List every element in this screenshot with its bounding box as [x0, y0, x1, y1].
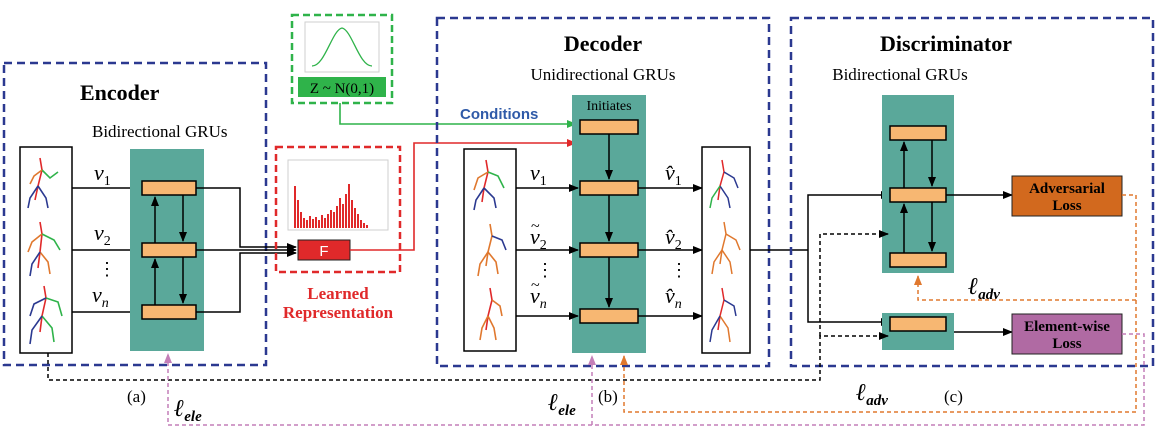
f-block-label: F [319, 243, 328, 260]
decoder-output-skeleton-box [701, 146, 751, 354]
noise-to-decoder-arrow [339, 103, 577, 128]
encoder-frame [2, 61, 268, 367]
discriminator-subtitle: Bidirectional GRUs [832, 65, 968, 84]
decoder-gru-cell-1 [579, 180, 639, 196]
noise-label: Z ~ N(0,1) [310, 81, 374, 97]
discriminator-elementwise-cell [889, 316, 947, 332]
decoder-subtitle: Unidirectional GRUs [531, 65, 676, 84]
histogram-bars [294, 184, 368, 228]
encoder-input-vn: vn [92, 282, 109, 311]
initiates-label: Initiates [586, 99, 631, 114]
learned-caption-line1: Learned [307, 284, 369, 303]
encoder-caption: (a) [127, 387, 146, 406]
decoder-caption: (b) [598, 387, 618, 406]
encoder-gru-cell-1 [141, 180, 197, 196]
noise-label-bg [298, 77, 386, 97]
encoder-skeleton-pose-1 [27, 157, 59, 209]
noise-frame [290, 13, 394, 105]
decoder-gru-cell-2 [579, 242, 639, 258]
decoder-input-skeleton-pose-2 [477, 223, 507, 277]
encoder-module: Encoder Bidirectional GRUs v1 v2 [2, 61, 297, 406]
decoder-input-vn-tilde: ~ [531, 277, 540, 294]
discriminator-gru-column [882, 95, 954, 273]
decoder-input-v2: v2 [530, 224, 547, 253]
ground-truth-dashed-path-2 [819, 230, 889, 336]
discriminator-gru-cell-3 [889, 252, 947, 268]
discriminator-gru-cell-2 [889, 187, 947, 203]
learned-frame [274, 145, 402, 274]
encoder-input-v2: v2 [94, 220, 111, 249]
decoder-input-v2-tilde: ~ [531, 218, 540, 235]
decoder-adv-loss-symbol: ℓadv [856, 380, 888, 409]
encoder-skeleton-box [19, 146, 73, 354]
decoder-output-skeleton-pose-1 [709, 159, 739, 209]
discriminator-caption: (c) [944, 387, 963, 406]
discriminator-module: Discriminator Bidirectional GRUs Adversa… [789, 16, 1155, 406]
learned-caption-line2: Representation [283, 303, 394, 322]
gaussian-curve [311, 27, 373, 67]
decoder-gru-cell-n [579, 308, 639, 324]
learned-representation-module: F Learned Representation [274, 145, 402, 322]
representation-to-decoder-arrow [350, 139, 577, 251]
decoder-input-vn: vn [530, 283, 547, 312]
adversarial-loss-box [1011, 175, 1123, 217]
decoder-input-skeleton-box [463, 148, 517, 352]
decoder-input-v1: v1 [530, 160, 547, 189]
decoder-output-skeleton-pose-2 [711, 221, 741, 275]
discriminator-gru-cell-1 [889, 125, 947, 141]
encoder-input-dots: ⋮ [98, 259, 116, 279]
encoder-subtitle: Bidirectional GRUs [92, 122, 228, 141]
noise-module: Z ~ N(0,1) [290, 13, 394, 105]
decoder-input-skeleton-pose-3 [479, 287, 503, 341]
decoder-title: Decoder [564, 31, 642, 56]
ground-truth-dashed-path [47, 332, 889, 381]
decoder-gru-cell-0 [579, 119, 639, 135]
decoder-input-dots: ⋮ [536, 260, 554, 280]
encoder-gru-cell-2 [141, 242, 197, 258]
encoder-title: Encoder [80, 80, 160, 105]
encoder-ele-loss-symbol: ℓele [174, 396, 202, 425]
decoder-output-dots: ⋮ [670, 260, 688, 280]
decoder-output-skeleton-pose-3 [709, 287, 737, 343]
elementwise-feedback-path [164, 333, 1145, 426]
adversarial-loss-line1: Adversarial [1029, 181, 1105, 197]
encoder-skeleton-pose-2 [27, 221, 61, 277]
elementwise-loss-box [1011, 313, 1123, 355]
encoder-skeleton-pose-3 [29, 285, 63, 345]
encoder-gru-cell-n [141, 304, 197, 320]
decoder-module: Decoder Unidirectional GRUs Conditions I… [435, 16, 771, 406]
decoder-input-skeleton-pose-1 [473, 159, 505, 211]
conditions-label: Conditions [460, 106, 538, 123]
adversarial-loss-line2: Loss [1052, 198, 1081, 214]
discriminator-title: Discriminator [880, 31, 1012, 56]
decoder-output-v1: v̂1 [665, 160, 682, 189]
discriminator-frame [789, 16, 1155, 368]
elementwise-loss-line2: Loss [1052, 336, 1081, 352]
encoder-input-v1: v1 [94, 160, 111, 189]
disc-adv-loss-symbol: ℓadv [968, 274, 1000, 303]
decoder-frame [435, 16, 771, 368]
decoder-output-v2: v̂2 [665, 224, 682, 253]
decoder-ele-loss-symbol: ℓele [548, 390, 576, 419]
adversarial-feedback-to-decoder [620, 300, 1137, 413]
decoder-output-vn: v̂n [665, 283, 682, 312]
elementwise-loss-line1: Element-wise [1024, 319, 1110, 335]
